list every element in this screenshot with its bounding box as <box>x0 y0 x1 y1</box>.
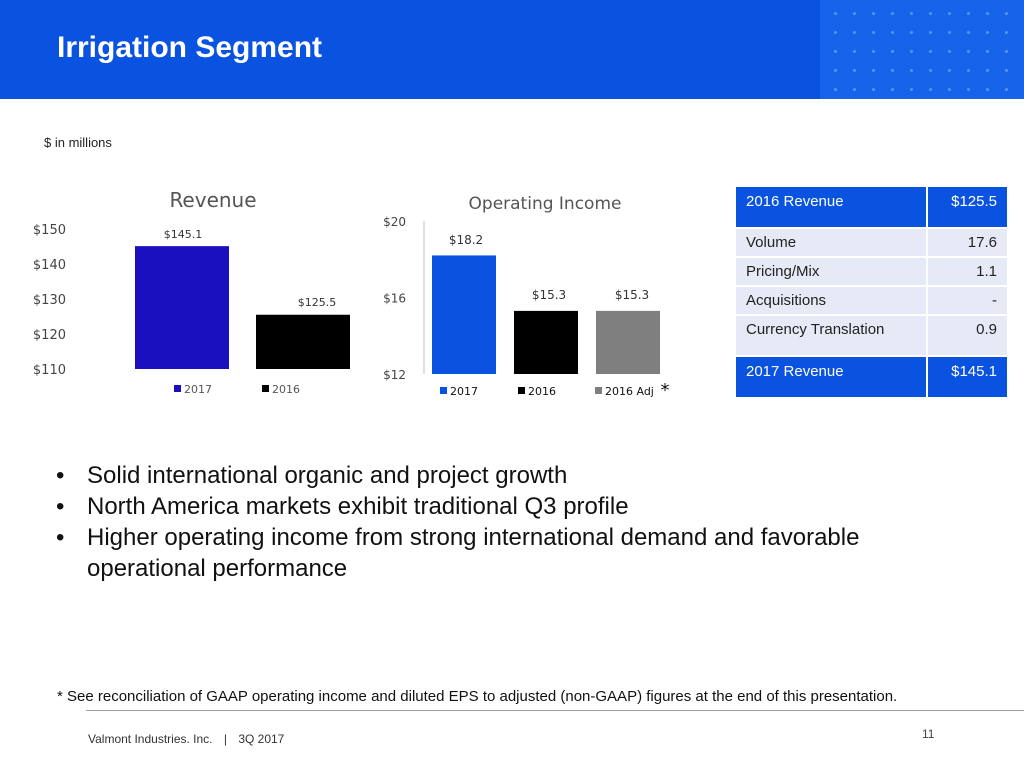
bar-2017 <box>432 255 496 374</box>
bridge-item-value: - <box>925 285 1010 316</box>
legend-swatch <box>174 385 181 392</box>
y-tick-label: $140 <box>33 258 66 273</box>
page-title: Irrigation Segment <box>57 31 323 64</box>
bridge-item-label: Acquisitions <box>734 285 928 316</box>
bridge-end-value: $145.1 <box>925 355 1010 399</box>
legend-swatch <box>440 387 447 394</box>
bridge-item-label: Pricing/Mix <box>734 256 928 287</box>
data-label: $18.2 <box>449 233 483 247</box>
bullet-item: Higher operating income from strong inte… <box>54 522 954 584</box>
y-tick-label: $16 <box>383 292 406 306</box>
legend-label: 2017 <box>184 383 212 396</box>
units-note: $ in millions <box>44 135 112 150</box>
footnote: * See reconciliation of GAAP operating i… <box>57 688 898 705</box>
legend-swatch <box>518 387 525 394</box>
bar-2016 <box>256 314 350 369</box>
bar-2016 <box>514 310 578 374</box>
data-label: $125.5 <box>298 296 337 309</box>
legend-swatch <box>595 387 602 394</box>
bridge-start-value: $125.5 <box>925 185 1010 229</box>
data-label: $145.1 <box>164 228 203 241</box>
data-label: $15.3 <box>532 288 566 302</box>
bullet-item: North America markets exhibit traditiona… <box>54 491 954 522</box>
bridge-start-row: 2016 Revenue $125.5 <box>734 185 1010 229</box>
y-tick-label: $150 <box>33 223 66 238</box>
legend-footnote-marker: * <box>661 380 670 401</box>
y-tick-label: $130 <box>33 293 66 308</box>
bridge-start-label: 2016 Revenue <box>734 185 928 229</box>
bullet-item: Solid international organic and project … <box>54 460 954 491</box>
bar-2016-adj <box>596 310 660 374</box>
footer-company: Valmont Industries. Inc. <box>88 732 213 746</box>
bridge-item-value: 1.1 <box>925 256 1010 287</box>
bridge-row-pricing: Pricing/Mix 1.1 <box>734 256 1010 287</box>
bullet-list: Solid international organic and project … <box>54 460 954 584</box>
header-dot-pattern <box>820 0 1024 99</box>
bridge-item-value: 0.9 <box>925 314 1010 357</box>
y-tick-label: $20 <box>383 215 406 229</box>
bridge-item-value: 17.6 <box>925 227 1010 258</box>
legend-label: 2017 <box>450 385 478 398</box>
legend-swatch <box>262 385 269 392</box>
legend-label: 2016 Adj <box>605 385 654 398</box>
page-number: 11 <box>922 727 935 741</box>
legend-label: 2016 <box>528 385 556 398</box>
data-label: $15.3 <box>615 288 649 302</box>
bridge-row-acquisitions: Acquisitions - <box>734 285 1010 316</box>
bridge-row-currency: Currency Translation 0.9 <box>734 314 1010 357</box>
bridge-end-row: 2017 Revenue $145.1 <box>734 355 1010 399</box>
y-tick-label: $12 <box>383 368 406 382</box>
bridge-item-label: Volume <box>734 227 928 258</box>
bridge-item-label: Currency Translation <box>734 314 928 357</box>
chart-title: Operating Income <box>469 194 622 214</box>
footer-divider <box>86 710 1024 711</box>
legend-label: 2016 <box>272 383 300 396</box>
y-tick-label: $120 <box>33 328 66 343</box>
bridge-row-volume: Volume 17.6 <box>734 227 1010 258</box>
chart-title: Revenue <box>169 188 256 212</box>
revenue-bridge-table: 2016 Revenue $125.5 Volume 17.6 Pricing/… <box>734 185 1010 399</box>
header-bar: Irrigation Segment <box>0 0 1024 99</box>
y-tick-label: $110 <box>33 363 66 378</box>
footer-separator: | <box>223 732 227 746</box>
bridge-end-label: 2017 Revenue <box>734 355 928 399</box>
bar-2017 <box>135 246 229 369</box>
footer-period: 3Q 2017 <box>238 732 285 746</box>
footer-text: Valmont Industries. Inc. | 3Q 2017 <box>88 732 284 746</box>
